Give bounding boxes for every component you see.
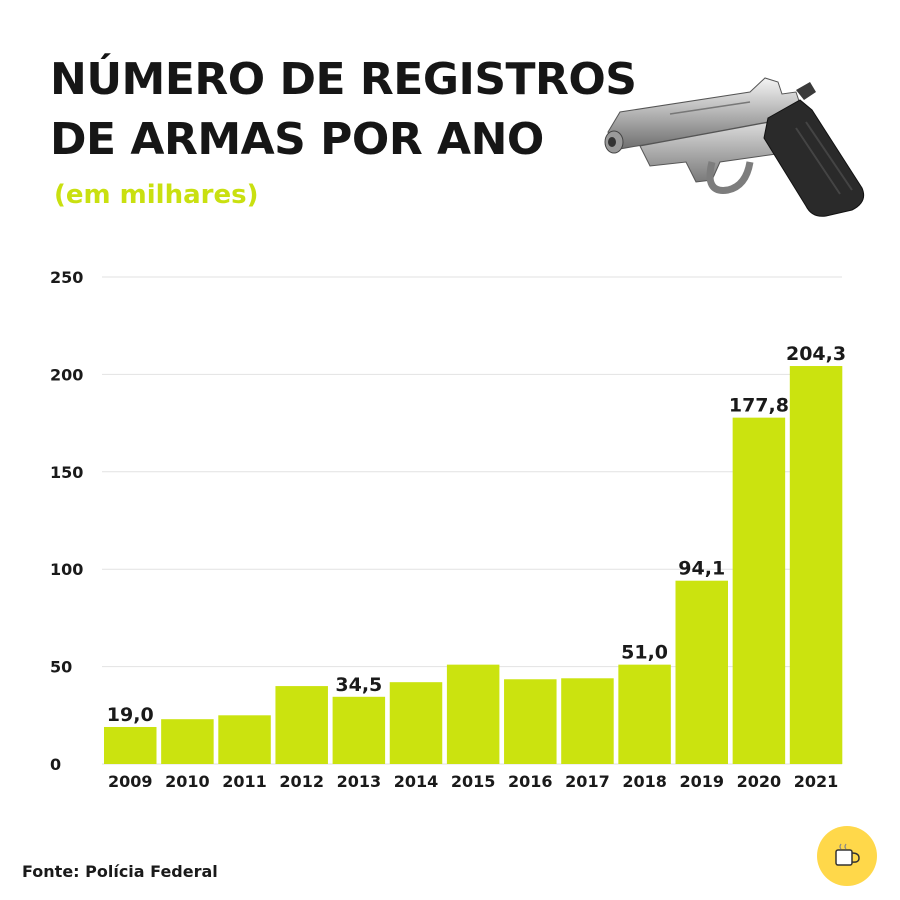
- bar: [161, 719, 214, 764]
- x-tick-label: 2018: [622, 772, 667, 791]
- x-tick-label: 2009: [108, 772, 153, 791]
- x-tick-label: 2021: [794, 772, 839, 791]
- chart-subtitle: (em milhares): [54, 180, 259, 210]
- x-tick-label: 2013: [337, 772, 382, 791]
- y-axis-tick-labels: 0 50 100 150 200 250: [50, 268, 83, 774]
- bar: [618, 664, 671, 764]
- x-tick-label: 2017: [565, 772, 610, 791]
- x-tick-label: 2010: [165, 772, 210, 791]
- source-note: Fonte: Polícia Federal: [22, 862, 218, 881]
- x-tick-label: 2015: [451, 772, 496, 791]
- bar: [332, 696, 386, 764]
- y-tick-label: 100: [50, 560, 83, 579]
- y-tick-label: 50: [50, 658, 72, 677]
- y-tick-label: 250: [50, 268, 83, 287]
- bar: [675, 580, 728, 764]
- x-tick-label: 2011: [222, 772, 267, 791]
- coffee-cup-icon: [835, 843, 860, 866]
- bar: [389, 682, 443, 764]
- x-tick-label: 2016: [508, 772, 553, 791]
- bar: [275, 686, 328, 764]
- bar: [561, 678, 614, 764]
- x-tick-label: 2019: [679, 772, 724, 791]
- bars: [104, 366, 843, 764]
- data-label: 51,0: [621, 642, 668, 664]
- y-tick-label: 200: [50, 365, 83, 384]
- data-label: 177,8: [729, 395, 789, 417]
- bar: [789, 366, 843, 764]
- bar: [504, 679, 557, 764]
- y-tick-label: 150: [50, 463, 83, 482]
- bar: [218, 715, 271, 764]
- x-tick-label: 2020: [737, 772, 782, 791]
- data-label: 204,3: [786, 343, 846, 365]
- chart-title-line-2: DE ARMAS POR ANO: [50, 114, 544, 165]
- data-label: 19,0: [107, 704, 154, 726]
- x-tick-label: 2012: [279, 772, 324, 791]
- pistol-illustration: [604, 77, 865, 217]
- bar: [104, 726, 157, 764]
- x-tick-label: 2014: [394, 772, 439, 791]
- data-label: 34,5: [335, 674, 382, 696]
- chart-title-line-1: NÚMERO DE REGISTROS: [50, 54, 637, 105]
- bar: [446, 664, 500, 764]
- y-tick-label: 0: [50, 755, 61, 774]
- bar: [732, 417, 786, 764]
- data-labels: 19,0 34,5 51,0 94,1 177,8 204,3: [107, 343, 846, 726]
- pistol-shape: [604, 77, 865, 217]
- coffee-badge[interactable]: [817, 826, 877, 886]
- x-axis-tick-labels: 2009 2010 2011 2012 2013 2014 2015 2016 2017 2018…: [108, 772, 838, 791]
- chart-title: NÚMERO DE REGISTROS DE ARMAS POR ANO: [50, 50, 637, 170]
- data-label: 94,1: [678, 558, 725, 580]
